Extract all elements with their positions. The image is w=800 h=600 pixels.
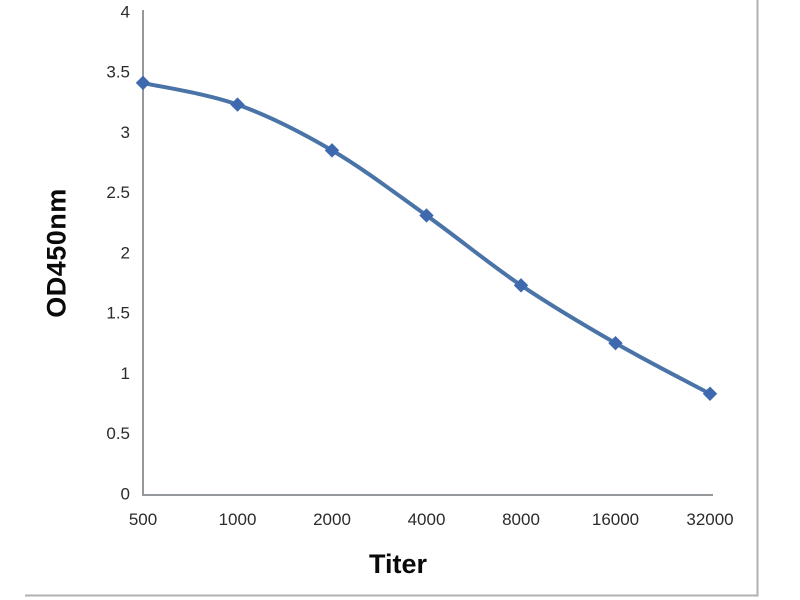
- data-point-marker: [608, 335, 623, 351]
- data-point-marker: [513, 278, 529, 293]
- x-axis-title: Titer: [368, 549, 428, 579]
- y-tick-label: 0.5: [106, 424, 130, 443]
- data-point-marker: [324, 143, 340, 158]
- y-tick-label: 1.5: [106, 304, 130, 323]
- y-tick-label: 2: [121, 243, 130, 262]
- data-point-marker: [702, 386, 718, 401]
- x-tick-label: 8000: [502, 510, 540, 529]
- x-tick-label: 16000: [592, 510, 639, 529]
- y-tick-label: 3: [121, 123, 130, 142]
- data-point-marker: [230, 97, 245, 112]
- x-tick-label: 500: [129, 510, 157, 529]
- y-axis-title: OD450nm: [41, 188, 72, 318]
- data-point-marker: [419, 208, 434, 223]
- y-tick-label: 4: [121, 2, 130, 21]
- series-line: [141, 80, 712, 396]
- x-tick-label: 1000: [219, 510, 257, 529]
- x-tick-label: 2000: [313, 510, 351, 529]
- data-point-marker: [135, 75, 151, 91]
- y-tick-label: 2.5: [106, 183, 130, 202]
- y-tick-label: 3.5: [106, 63, 130, 82]
- x-tick-label: 4000: [408, 510, 446, 529]
- y-tick-label: 1: [121, 364, 130, 383]
- y-tick-label: 0: [121, 484, 130, 503]
- x-tick-label: 32000: [686, 510, 733, 529]
